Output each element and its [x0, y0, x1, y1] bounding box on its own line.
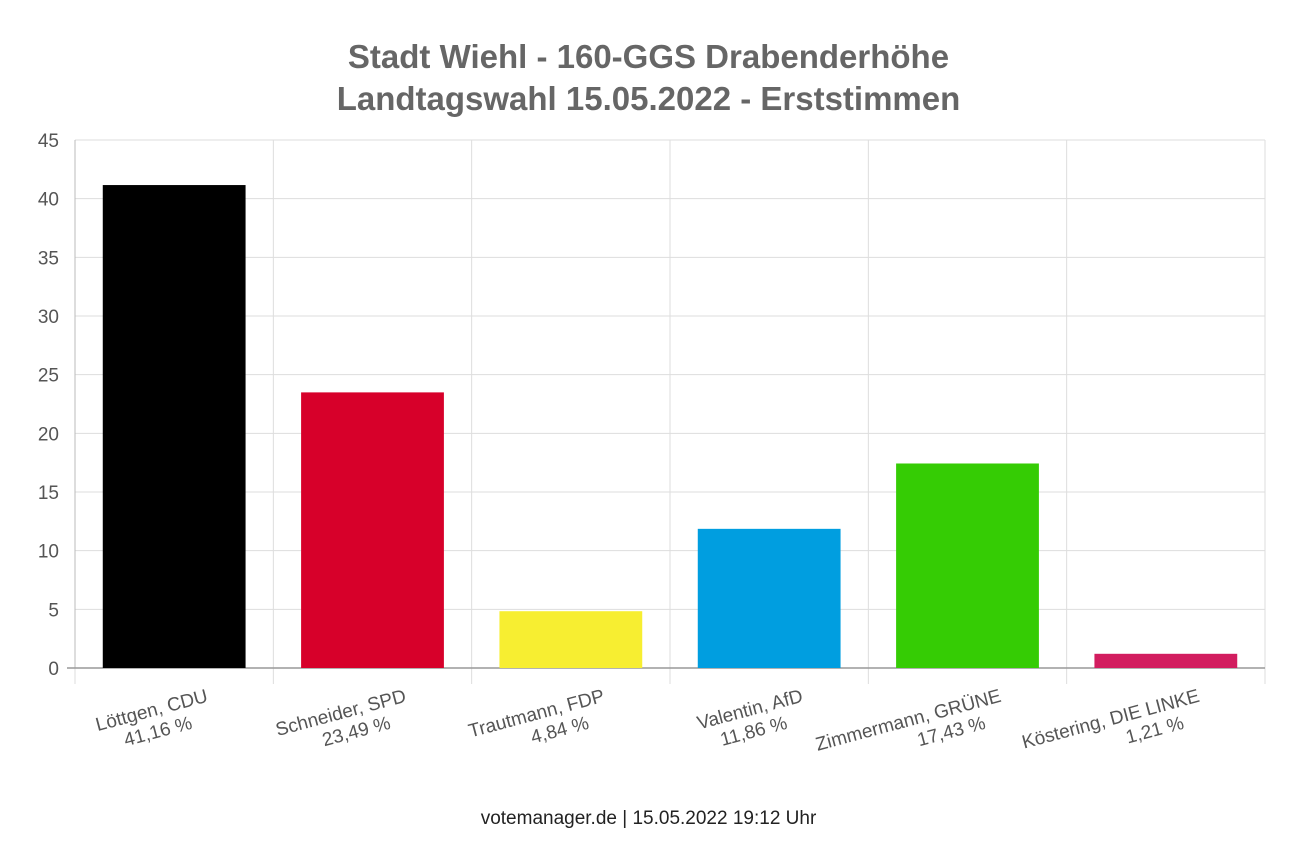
bar	[1094, 653, 1238, 668]
bar	[697, 528, 841, 668]
y-tick-label: 25	[38, 366, 59, 387]
y-tick-label: 35	[38, 248, 59, 269]
y-tick-label: 20	[38, 424, 59, 445]
y-tick-label: 5	[48, 600, 59, 621]
bar	[301, 392, 444, 668]
chart-title-line-2: Landtagswahl 15.05.2022 - Erststimmen	[336, 80, 961, 117]
bar	[499, 611, 643, 668]
bar	[102, 185, 246, 668]
y-tick-label: 45	[38, 131, 59, 152]
y-tick-label: 30	[38, 307, 59, 328]
bar	[896, 463, 1039, 668]
footer-source: votemanager.de | 15.05.2022 19:12 Uhr	[480, 808, 817, 829]
y-tick-label: 0	[48, 659, 59, 680]
y-tick-label: 40	[38, 190, 59, 211]
y-tick-label: 15	[38, 483, 59, 504]
chart-title-line-1: Stadt Wiehl - 160-GGS Drabenderhöhe	[347, 38, 950, 75]
y-tick-label: 10	[38, 542, 59, 563]
